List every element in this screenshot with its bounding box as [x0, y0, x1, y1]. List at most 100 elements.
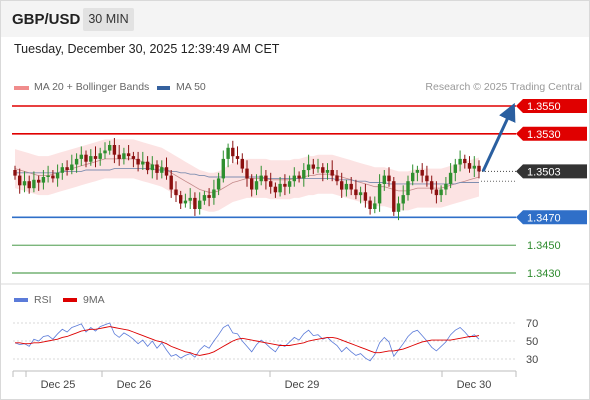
candle-body [448, 172, 453, 184]
legend-9ma-swatch [63, 298, 77, 302]
legend-ma20-swatch [14, 86, 29, 90]
candle-body [302, 170, 306, 179]
projection-arrow [481, 102, 516, 173]
candle-body [472, 165, 476, 169]
candle-body [55, 172, 60, 179]
candle-body [202, 195, 207, 201]
last-price-tag [516, 164, 587, 179]
candle-body [325, 170, 330, 173]
rsi-line [14, 322, 480, 362]
rsi-tick-70: 70 [526, 318, 538, 330]
candle-body [316, 167, 320, 169]
candle-body [32, 179, 36, 189]
candle-body [126, 153, 131, 157]
candle-body [198, 200, 202, 209]
candle-body [335, 175, 339, 182]
candle-body [174, 189, 178, 196]
research-credit: Research © 2025 Trading Central [425, 81, 582, 93]
chart-timestamp: Tuesday, December 30, 2025 12:39:49 AM C… [14, 42, 280, 56]
candle-body [117, 154, 121, 159]
candle-body [18, 175, 22, 186]
candle-body [321, 167, 325, 173]
candle-body [70, 164, 74, 171]
candle-body [278, 183, 282, 193]
candle-body [89, 156, 93, 162]
candle-body [396, 203, 401, 212]
candle-body [79, 154, 83, 159]
candle-body [264, 175, 268, 182]
candle-body [65, 167, 69, 170]
candle-body [430, 181, 434, 190]
candle-body [216, 178, 221, 190]
candle-body [235, 156, 240, 159]
candle-body [311, 164, 315, 169]
candle-body [434, 189, 439, 196]
candle-body [401, 195, 405, 204]
candle-body [122, 153, 126, 159]
legend-rsi-label: RSI [34, 294, 52, 306]
x-axis-label-dec-26: Dec 26 [117, 379, 152, 391]
candle-body [463, 158, 467, 164]
candle-body [103, 150, 107, 154]
legend-ma20-label: MA 20 + Bollinger Bands [34, 81, 150, 93]
candle-body [46, 175, 50, 177]
candle-body [193, 197, 197, 209]
candle-body [467, 163, 472, 169]
candle-body [112, 145, 117, 155]
candle-body [373, 203, 377, 209]
x-axis-label-dec-29: Dec 29 [285, 379, 320, 391]
candle-body [283, 183, 287, 187]
candle-body [458, 158, 462, 165]
candle-body [141, 161, 145, 165]
candle-body [188, 197, 192, 201]
candle-body [250, 178, 254, 190]
level-tag-1.3470 [516, 210, 587, 225]
candle-body [51, 175, 55, 179]
level-label-1.3430: 1.3430 [527, 268, 561, 280]
currency-pair-title: GBP/USD [12, 11, 81, 28]
candle-body [37, 179, 41, 183]
candle-body [84, 154, 88, 162]
candle-body [150, 164, 154, 171]
candle-body [93, 156, 98, 159]
legend-ma50-label: MA 50 [176, 81, 206, 93]
level-label-1.3450: 1.3450 [527, 240, 561, 252]
candle-body [330, 170, 334, 176]
candle-body [207, 195, 211, 198]
candle-body [226, 147, 230, 159]
candle-body [406, 181, 410, 196]
candle-body [377, 183, 382, 204]
candle-body [155, 164, 159, 173]
x-axis-label-dec-25: Dec 25 [41, 379, 76, 391]
candle-body [254, 181, 259, 190]
candle-body [169, 175, 173, 190]
candle-body [145, 161, 150, 171]
candle-body [392, 181, 396, 212]
candle-body [245, 168, 249, 179]
candle-body [13, 170, 17, 176]
level-label-1.3530: 1.3530 [527, 129, 561, 141]
legend-ma50-swatch [157, 86, 170, 90]
candle-body [136, 158, 140, 165]
candle-body [183, 200, 188, 204]
candle-body [41, 177, 46, 183]
candle-body [444, 183, 448, 190]
candle-body [292, 175, 296, 182]
rsi-ma9-line [15, 326, 480, 356]
candle-body [179, 195, 183, 204]
candle-body [306, 164, 311, 171]
candle-body [368, 200, 372, 209]
timeframe-button[interactable]: 30 MIN [83, 8, 134, 31]
last-price-label: 1.3503 [527, 166, 561, 178]
candle-body [439, 189, 443, 196]
candle-body [411, 172, 415, 182]
candle-body [27, 181, 31, 189]
candle-body [269, 181, 273, 187]
candle-body [354, 189, 358, 196]
candle-body [108, 145, 112, 151]
rsi-tick-50: 50 [526, 336, 538, 348]
candle-body [477, 165, 481, 172]
candle-body [273, 186, 278, 193]
